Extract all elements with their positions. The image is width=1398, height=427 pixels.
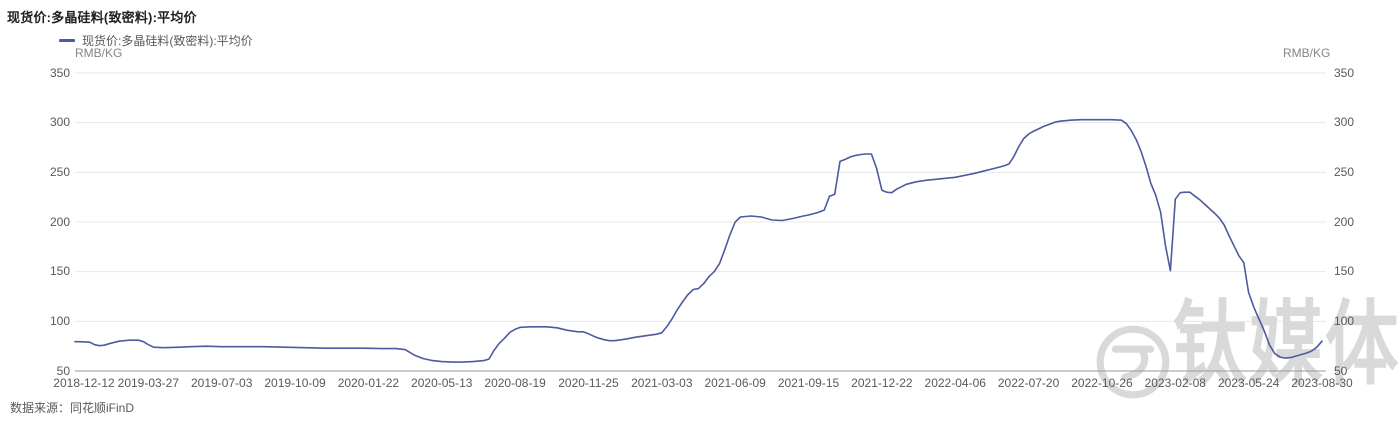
legend-line-marker-icon — [59, 39, 75, 42]
legend-item[interactable]: 现货价:多晶硅料(致密料):平均价 — [59, 32, 253, 49]
y-axis-unit-left: RMB/KG — [75, 46, 123, 60]
tmtpost-logo-icon — [1096, 325, 1170, 399]
data-source-note: 数据来源：同花顺iFinD — [10, 401, 135, 415]
page-title: 现货价:多晶硅料(致密料):平均价 — [7, 10, 197, 25]
watermark-text: 钛媒体 — [1173, 294, 1398, 396]
legend-label: 现货价:多晶硅料(致密料):平均价 — [82, 34, 253, 48]
tmtpost-watermark: 钛媒体 — [1093, 294, 1398, 402]
y-axis-unit-right: RMB/KG — [1283, 46, 1331, 60]
